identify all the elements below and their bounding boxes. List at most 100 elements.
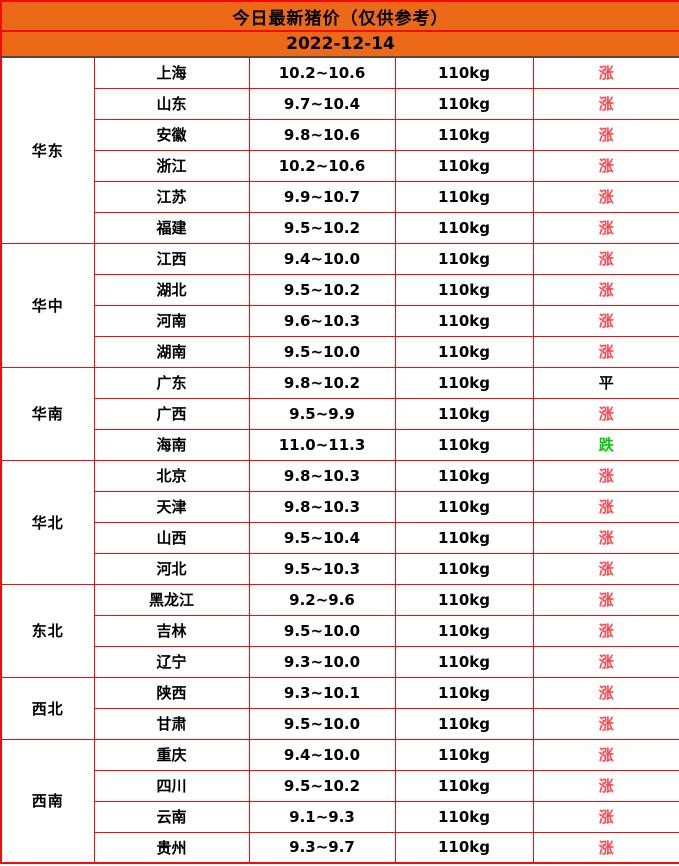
table-row: 甘肃 9.5~10.0 110kg 涨	[1, 707, 679, 740]
region-cell: 西北	[0, 676, 95, 740]
price-cell: 9.8~10.3	[248, 490, 396, 523]
region-cell: 东北	[0, 583, 95, 678]
province-cell: 上海	[93, 56, 250, 89]
trend-cell: 涨	[532, 707, 679, 740]
table-row: 云南 9.1~9.3 110kg 涨	[1, 800, 679, 833]
table-row: 华东 上海 10.2~10.6 110kg 涨	[0, 56, 679, 244]
table-row: 安徽 9.8~10.6 110kg 涨	[1, 118, 679, 151]
table-row: 华南 广东 9.8~10.2 110kg 平	[0, 366, 679, 461]
trend-cell: 涨	[532, 180, 679, 213]
table-date-row: 2022-12-14	[0, 30, 679, 58]
table-row: 辽宁 9.3~10.0 110kg 涨	[1, 645, 679, 678]
trend-cell: 涨	[532, 583, 679, 616]
price-cell: 9.5~10.3	[248, 552, 396, 585]
trend-cell: 涨	[532, 242, 679, 275]
province-cell: 黑龙江	[93, 583, 250, 616]
weight-cell: 110kg	[394, 800, 534, 833]
trend-cell: 涨	[532, 397, 679, 430]
region-cell: 华南	[0, 366, 95, 461]
trend-cell: 涨	[532, 738, 679, 771]
weight-cell: 110kg	[394, 552, 534, 585]
weight-cell: 110kg	[394, 583, 534, 616]
table-title: 今日最新猪价（仅供参考）	[0, 0, 679, 32]
price-cell: 9.5~10.2	[248, 769, 396, 802]
region-cell: 华中	[0, 242, 95, 368]
weight-cell: 110kg	[394, 304, 534, 337]
trend-cell: 涨	[532, 676, 679, 709]
weight-cell: 110kg	[394, 614, 534, 647]
table-row: 天津 9.8~10.3 110kg 涨	[1, 490, 679, 523]
price-cell: 9.2~9.6	[248, 583, 396, 616]
trend-cell: 涨	[532, 459, 679, 492]
province-cell: 甘肃	[93, 707, 250, 740]
province-cell: 贵州	[93, 831, 250, 864]
province-cell: 辽宁	[93, 645, 250, 678]
province-cell: 福建	[93, 211, 250, 244]
price-cell: 9.8~10.2	[248, 366, 396, 399]
table-row: 东北 黑龙江 9.2~9.6 110kg 涨	[0, 583, 679, 678]
table-row: 江苏 9.9~10.7 110kg 涨	[1, 180, 679, 213]
province-cell: 河南	[93, 304, 250, 337]
trend-cell: 涨	[532, 614, 679, 647]
price-cell: 9.5~10.2	[248, 211, 396, 244]
province-cell: 云南	[93, 800, 250, 833]
table-row: 湖北 9.5~10.2 110kg 涨	[1, 273, 679, 306]
table-row: 浙江 10.2~10.6 110kg 涨	[1, 149, 679, 182]
table-row: 华北 北京 9.8~10.3 110kg 涨	[0, 459, 679, 585]
weight-cell: 110kg	[394, 428, 534, 461]
province-cell: 浙江	[93, 149, 250, 182]
price-cell: 9.5~9.9	[248, 397, 396, 430]
trend-cell: 涨	[532, 521, 679, 554]
region-cell: 西南	[0, 738, 95, 864]
weight-cell: 110kg	[394, 521, 534, 554]
price-cell: 10.2~10.6	[248, 149, 396, 182]
price-cell: 9.1~9.3	[248, 800, 396, 833]
province-cell: 江西	[93, 242, 250, 275]
table-title-row: 今日最新猪价（仅供参考）	[0, 0, 679, 32]
weight-cell: 110kg	[394, 490, 534, 523]
weight-cell: 110kg	[394, 459, 534, 492]
province-cell: 广东	[93, 366, 250, 399]
table-row: 吉林 9.5~10.0 110kg 涨	[1, 614, 679, 647]
table-date: 2022-12-14	[0, 30, 679, 58]
price-cell: 9.7~10.4	[248, 87, 396, 120]
province-cell: 河北	[93, 552, 250, 585]
table-row: 山西 9.5~10.4 110kg 涨	[1, 521, 679, 554]
price-cell: 9.4~10.0	[248, 242, 396, 275]
trend-cell: 涨	[532, 490, 679, 523]
price-cell: 11.0~11.3	[248, 428, 396, 461]
table-row: 广西 9.5~9.9 110kg 涨	[1, 397, 679, 430]
price-cell: 9.5~10.2	[248, 273, 396, 306]
table-row: 四川 9.5~10.2 110kg 涨	[1, 769, 679, 802]
province-cell: 天津	[93, 490, 250, 523]
price-cell: 9.8~10.6	[248, 118, 396, 151]
weight-cell: 110kg	[394, 242, 534, 275]
trend-cell: 涨	[532, 645, 679, 678]
province-cell: 山东	[93, 87, 250, 120]
price-cell: 9.3~10.0	[248, 645, 396, 678]
weight-cell: 110kg	[394, 676, 534, 709]
province-cell: 江苏	[93, 180, 250, 213]
trend-cell: 涨	[532, 769, 679, 802]
province-cell: 湖北	[93, 273, 250, 306]
weight-cell: 110kg	[394, 118, 534, 151]
weight-cell: 110kg	[394, 180, 534, 213]
table-row: 福建 9.5~10.2 110kg 涨	[1, 211, 679, 244]
trend-cell: 涨	[532, 56, 679, 89]
weight-cell: 110kg	[394, 738, 534, 771]
table-row: 河北 9.5~10.3 110kg 涨	[1, 552, 679, 585]
price-cell: 9.4~10.0	[248, 738, 396, 771]
trend-cell: 涨	[532, 118, 679, 151]
province-cell: 吉林	[93, 614, 250, 647]
table-row: 西北 陕西 9.3~10.1 110kg 涨	[0, 676, 679, 740]
price-cell: 9.5~10.4	[248, 521, 396, 554]
weight-cell: 110kg	[394, 56, 534, 89]
trend-cell: 平	[532, 366, 679, 399]
price-cell: 9.5~10.0	[248, 707, 396, 740]
province-cell: 四川	[93, 769, 250, 802]
price-cell: 9.3~9.7	[248, 831, 396, 864]
trend-cell: 涨	[532, 87, 679, 120]
trend-cell: 涨	[532, 304, 679, 337]
table-row: 湖南 9.5~10.0 110kg 涨	[1, 335, 679, 368]
